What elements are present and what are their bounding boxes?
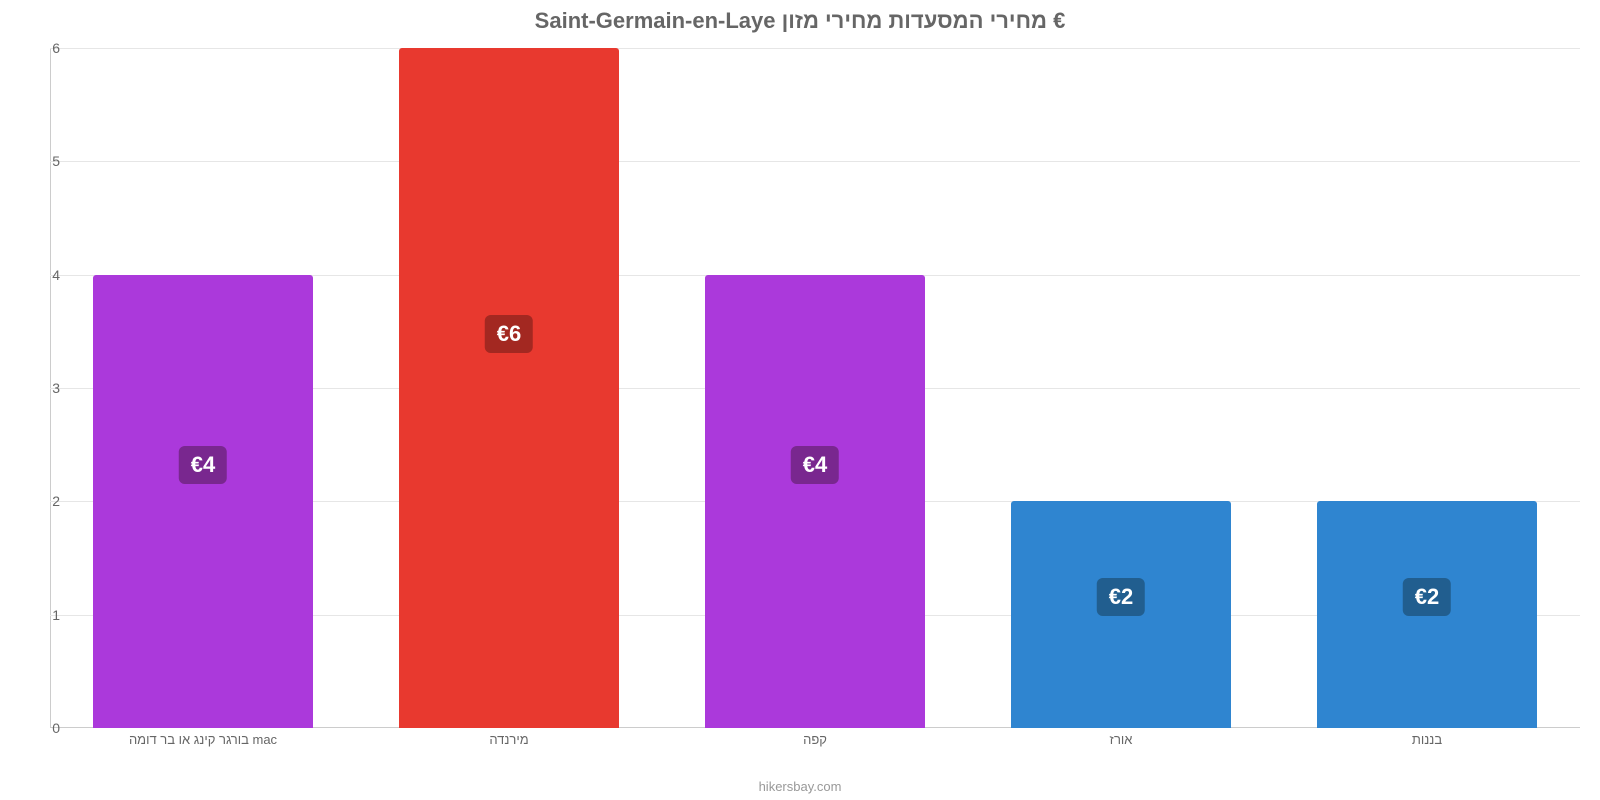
- x-tick-label: אורז: [1110, 732, 1133, 747]
- gridline: [50, 161, 1580, 162]
- x-tick-label: בננות: [1412, 732, 1442, 747]
- chart-title: Saint-Germain-en-Laye מחירי המסעדות מחיר…: [0, 8, 1600, 34]
- attribution: hikersbay.com: [0, 779, 1600, 794]
- chart-container: Saint-Germain-en-Laye מחירי המסעדות מחיר…: [0, 0, 1600, 800]
- bar: [399, 48, 619, 728]
- value-label: €2: [1097, 578, 1145, 616]
- value-label: €6: [485, 315, 533, 353]
- bar: [705, 275, 925, 728]
- y-tick-label: 2: [20, 493, 60, 509]
- y-tick-label: 6: [20, 40, 60, 56]
- value-label: €4: [791, 446, 839, 484]
- x-tick-label: מירנדה: [489, 732, 528, 747]
- y-tick-label: 0: [20, 720, 60, 736]
- value-label: €4: [179, 446, 227, 484]
- value-label: €2: [1403, 578, 1451, 616]
- y-tick-label: 1: [20, 607, 60, 623]
- x-tick-label: בורגר קינג או בר דומה mac: [129, 732, 277, 747]
- y-tick-label: 4: [20, 267, 60, 283]
- y-tick-label: 5: [20, 153, 60, 169]
- x-tick-label: קפה: [803, 732, 827, 747]
- y-tick-label: 3: [20, 380, 60, 396]
- plot-area: €4 €6 €4 €2 €2: [50, 48, 1580, 728]
- gridline: [50, 48, 1580, 49]
- bar: [93, 275, 313, 728]
